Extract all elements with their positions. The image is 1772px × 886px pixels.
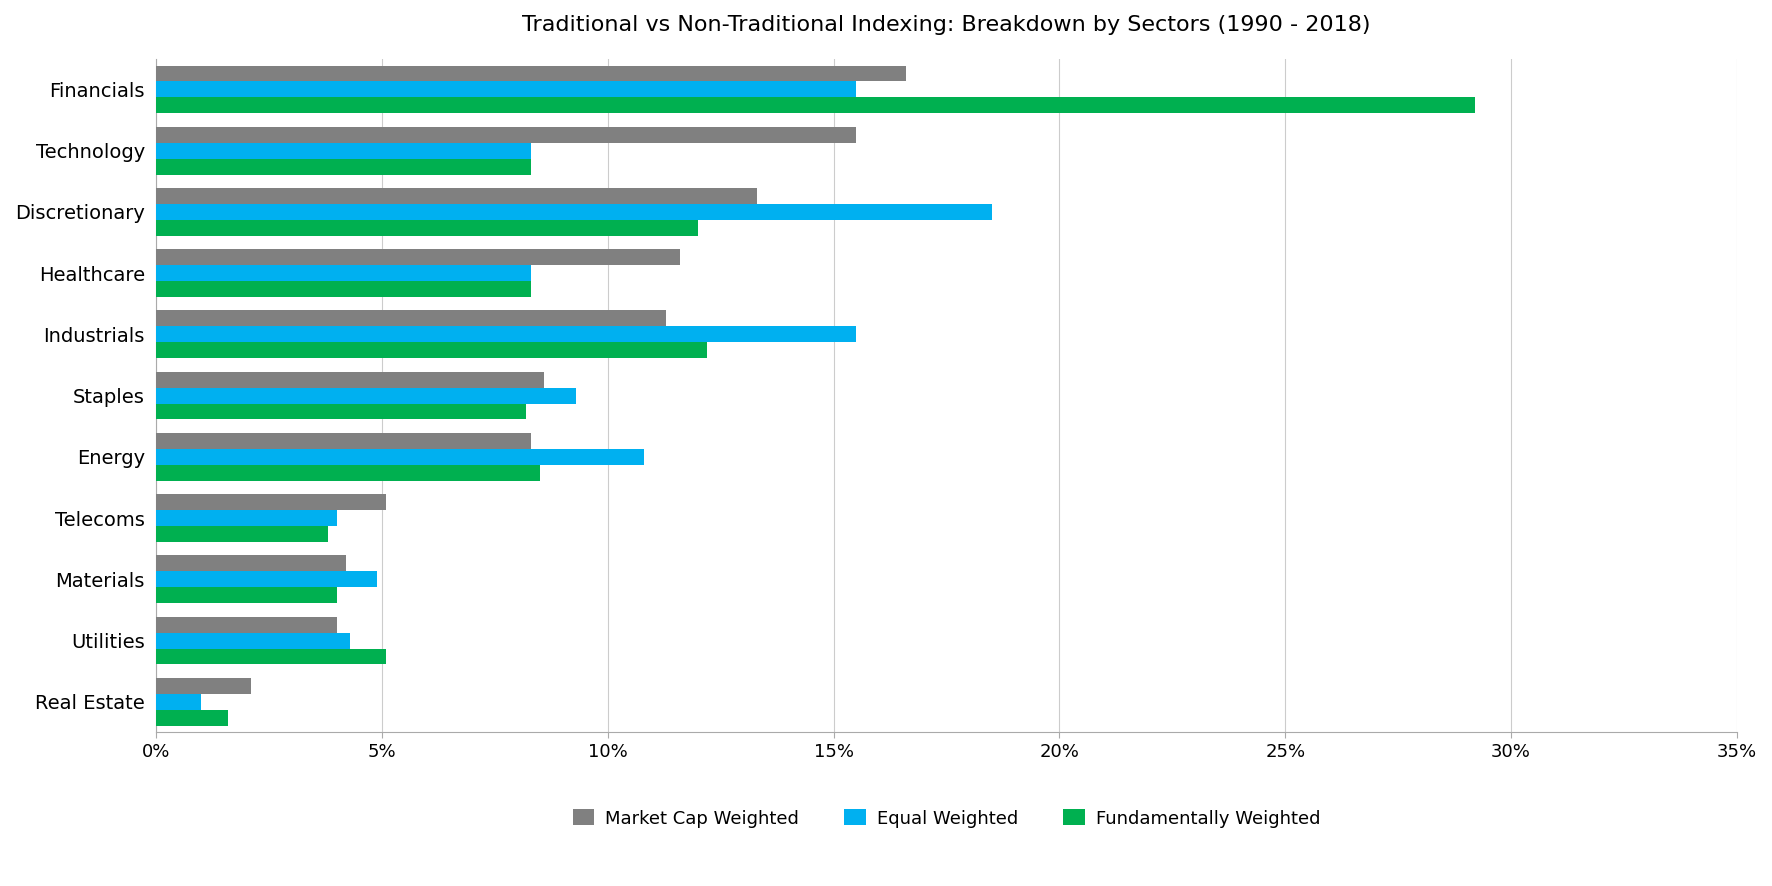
Bar xyxy=(156,403,526,419)
Bar xyxy=(156,388,576,403)
Bar xyxy=(156,220,698,236)
Bar xyxy=(156,587,337,603)
Bar xyxy=(156,710,229,726)
Bar xyxy=(156,556,346,571)
Bar xyxy=(156,310,666,326)
Bar xyxy=(156,465,540,481)
Bar xyxy=(156,265,532,281)
Bar xyxy=(156,494,386,510)
Bar xyxy=(156,97,1474,113)
Bar xyxy=(156,159,532,175)
Bar xyxy=(156,617,337,633)
Bar xyxy=(156,127,856,143)
Bar xyxy=(156,281,532,297)
Bar xyxy=(156,82,856,97)
Bar xyxy=(156,143,532,159)
Bar xyxy=(156,372,544,388)
Bar xyxy=(156,526,328,542)
Bar xyxy=(156,678,252,694)
Bar xyxy=(156,694,202,710)
Bar xyxy=(156,249,680,265)
Bar xyxy=(156,449,643,465)
Title: Traditional vs Non-Traditional Indexing: Breakdown by Sectors (1990 - 2018): Traditional vs Non-Traditional Indexing:… xyxy=(523,15,1372,35)
Bar xyxy=(156,204,992,220)
Bar xyxy=(156,188,757,204)
Bar xyxy=(156,649,386,664)
Legend: Market Cap Weighted, Equal Weighted, Fundamentally Weighted: Market Cap Weighted, Equal Weighted, Fun… xyxy=(565,802,1327,835)
Bar xyxy=(156,633,351,649)
Bar xyxy=(156,326,856,342)
Bar xyxy=(156,66,905,82)
Bar xyxy=(156,510,337,526)
Bar xyxy=(156,433,532,449)
Bar xyxy=(156,571,377,587)
Bar xyxy=(156,342,707,358)
